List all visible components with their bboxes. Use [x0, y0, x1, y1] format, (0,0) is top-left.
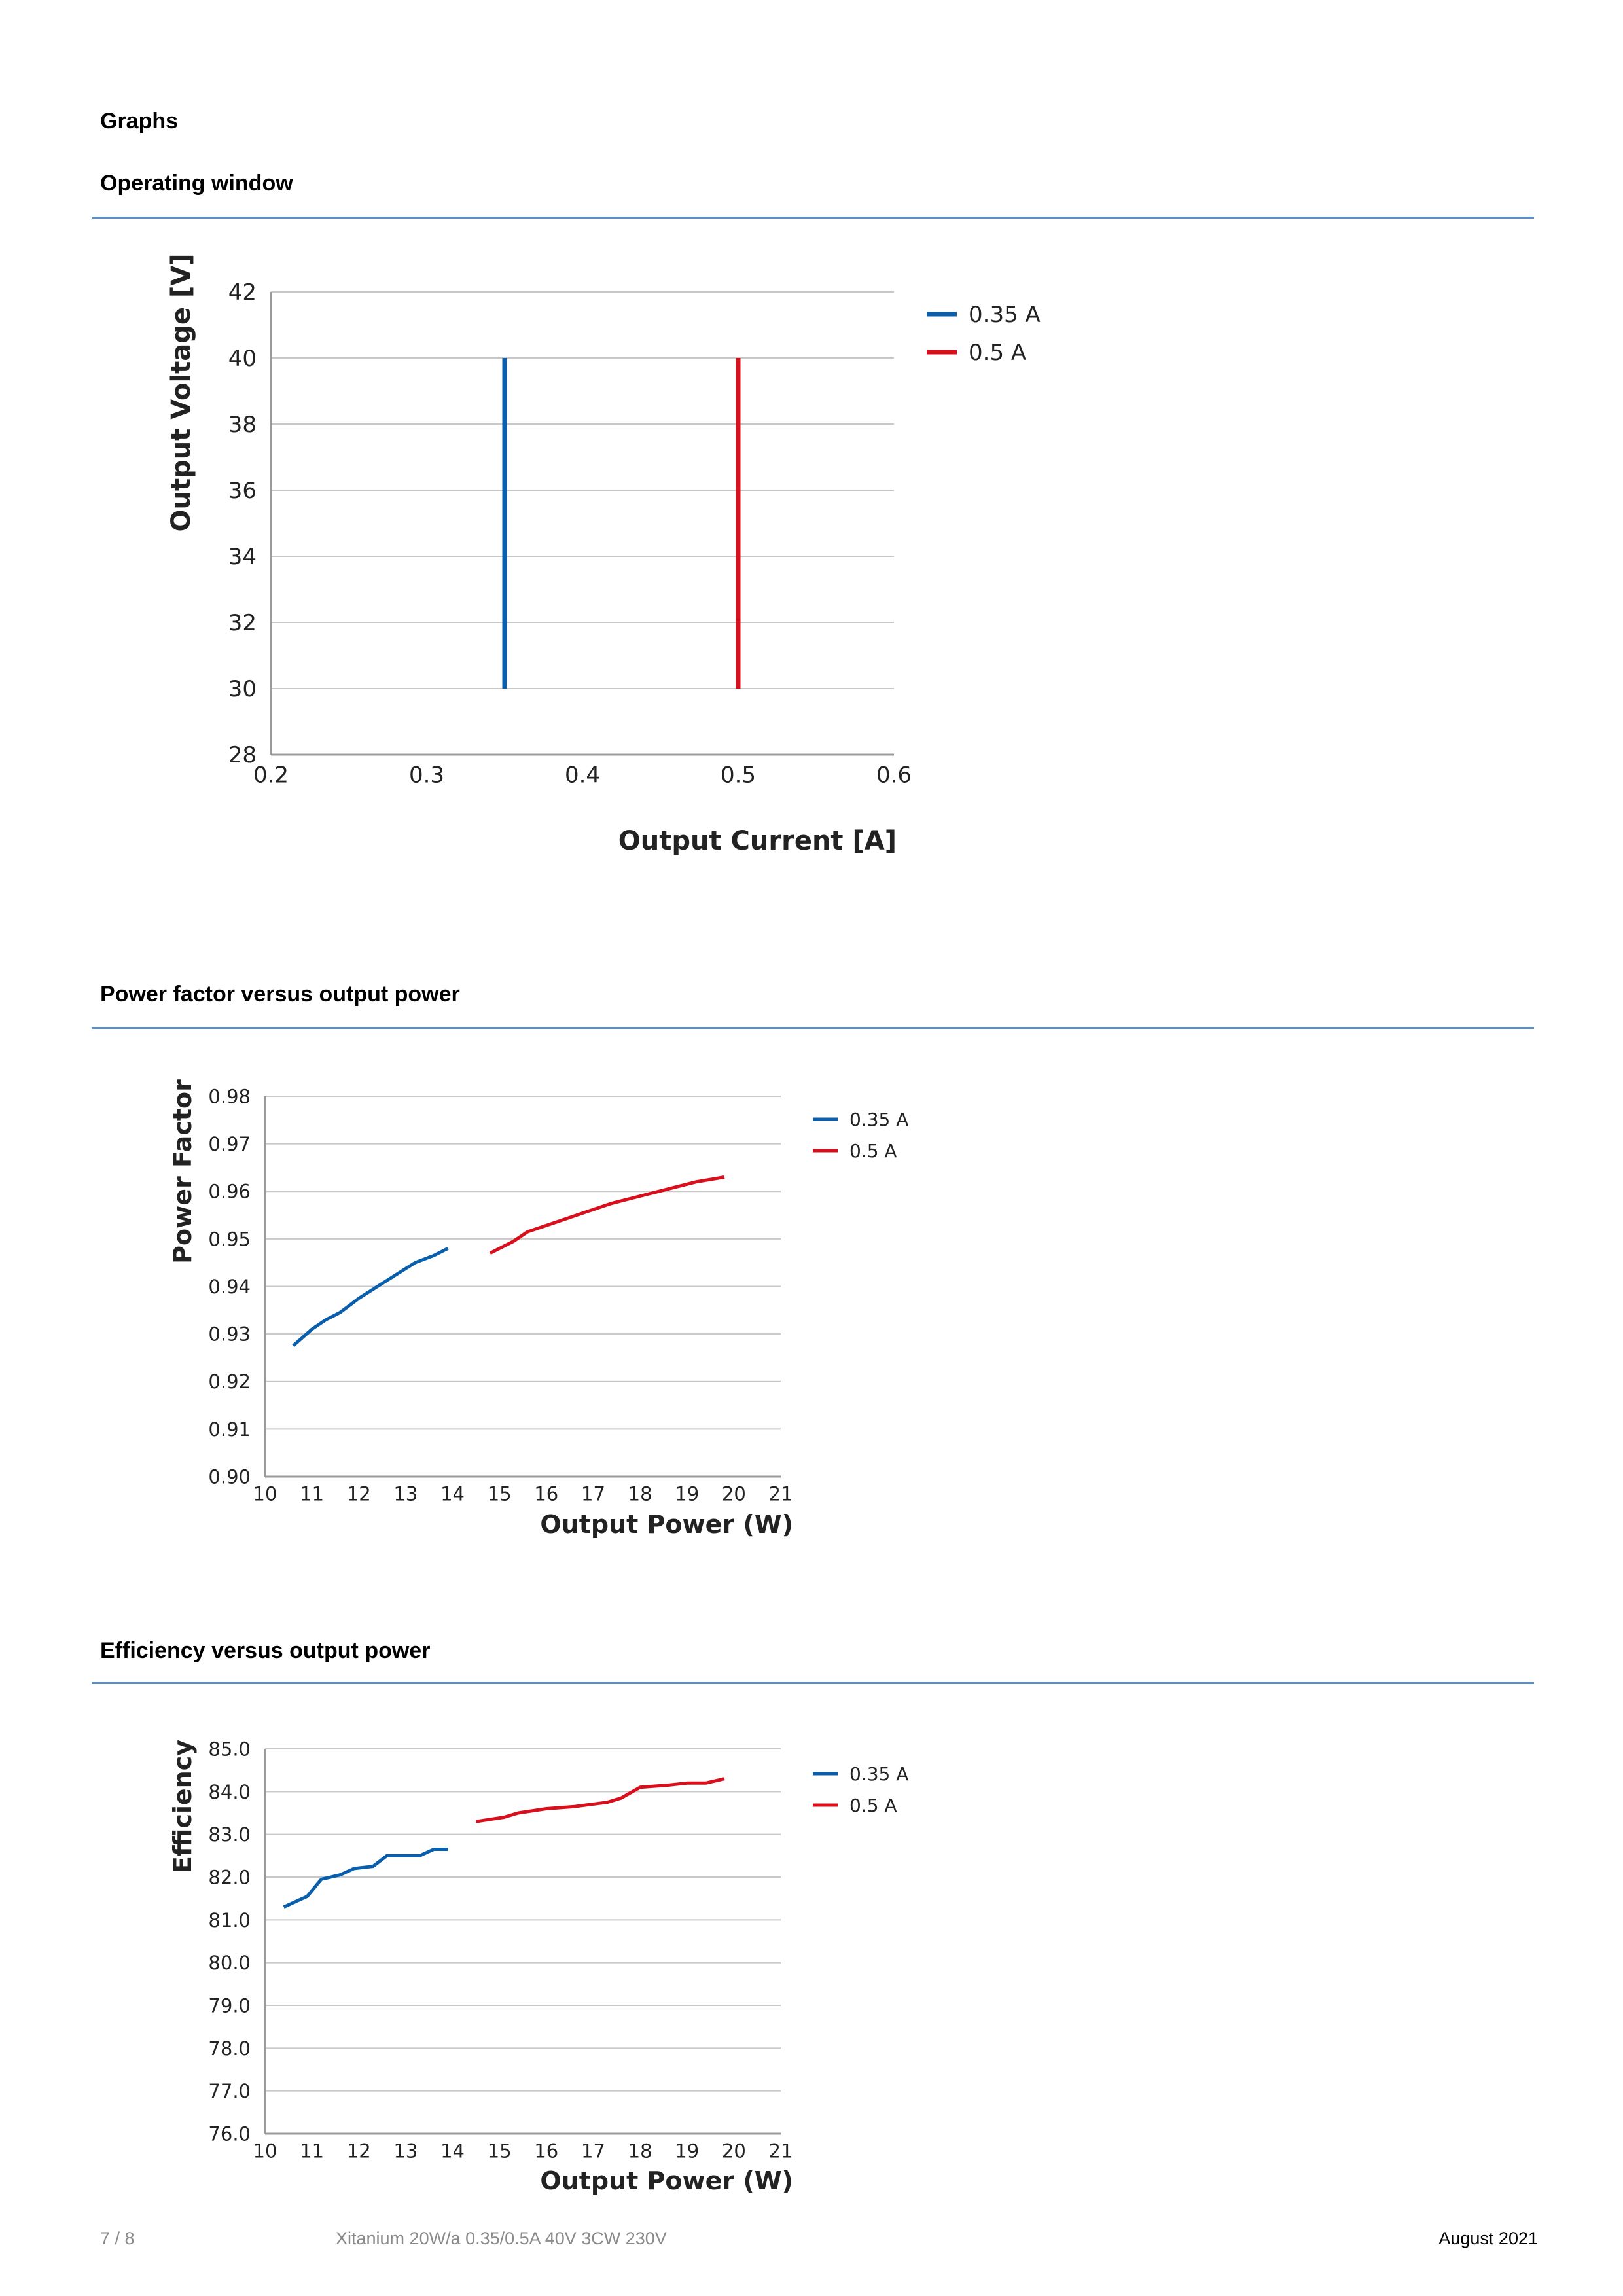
x-tick-label: 0.5 [721, 762, 756, 789]
y-tick-label: 0.93 [208, 1323, 251, 1346]
x-tick-label: 17 [581, 1482, 605, 1505]
x-tick-label: 17 [581, 2140, 605, 2162]
operating-window-chart: 28 30 32 34 36 38 40 42 0.2 0.3 0.4 0.5 0.6 Output Vo… [166, 253, 1041, 856]
y-tick-label: 0.94 [208, 1276, 251, 1298]
y-tick-label: 36 [228, 478, 257, 504]
legend-label: 0.35 A [849, 1763, 908, 1785]
y-axis-title: Output Voltage [V] [166, 253, 196, 531]
x-tick-label: 14 [440, 1482, 465, 1505]
x-tick-label: 16 [534, 1482, 558, 1505]
series-line [283, 1848, 448, 1909]
y-tick-label: 0.96 [208, 1181, 251, 1203]
y-tick-label: 34 [228, 544, 257, 570]
legend-label: 0.5 A [849, 1795, 897, 1816]
y-tick-label: 32 [228, 610, 257, 636]
y-tick-label: 0.95 [208, 1228, 251, 1250]
x-tick-label: 0.2 [253, 762, 289, 789]
section-divider [92, 1027, 1534, 1029]
y-tick-label: 79.0 [208, 1994, 251, 2017]
y-tick-label: 80.0 [208, 1952, 251, 1974]
product-name: Xitanium 20W/a 0.35/0.5A 40V 3CW 230V [336, 2229, 667, 2248]
efficiency-chart: 76.0 77.0 78.0 79.0 80.0 81.0 82.0 83.0 84.0 85.0… [168, 1738, 908, 2195]
y-tick-label: 0.92 [208, 1371, 251, 1393]
section-title-power-factor: Power factor versus output power [100, 982, 460, 1007]
y-tick-label: 28 [228, 742, 257, 768]
section-title-efficiency: Efficiency versus output power [100, 1638, 431, 1663]
y-tick-label: 0.91 [208, 1418, 251, 1441]
x-axis-title: Output Power (W) [540, 2166, 793, 2195]
x-tick-label: 12 [347, 2140, 371, 2162]
x-tick-label: 11 [300, 2140, 324, 2162]
x-tick-label: 14 [440, 2140, 465, 2162]
y-tick-label: 42 [228, 279, 257, 306]
section-title-operating-window: Operating window [100, 171, 293, 196]
y-tick-label: 0.90 [208, 1465, 251, 1488]
y-tick-label: 77.0 [208, 2080, 251, 2102]
x-tick-label: 20 [722, 2140, 746, 2162]
x-tick-label: 18 [628, 2140, 652, 2162]
x-tick-label: 13 [393, 2140, 418, 2162]
x-tick-label: 12 [347, 1482, 371, 1505]
legend-label: 0.5 A [849, 1140, 897, 1162]
x-tick-label: 0.4 [565, 762, 600, 789]
publication-date: August 2021 [1438, 2229, 1538, 2248]
y-tick-label: 40 [228, 346, 257, 372]
y-tick-label: 83.0 [208, 1823, 251, 1846]
y-tick-label: 76.0 [208, 2123, 251, 2145]
x-tick-label: 16 [534, 2140, 558, 2162]
x-tick-label: 20 [722, 1482, 746, 1505]
legend-label: 0.35 A [849, 1109, 908, 1130]
page-number: 7 / 8 [100, 2229, 135, 2248]
y-tick-label: 30 [228, 676, 257, 702]
x-tick-label: 18 [628, 1482, 652, 1505]
series-line [476, 1777, 725, 1823]
x-tick-label: 19 [675, 2140, 699, 2162]
y-axis-title: Efficiency [168, 1740, 197, 1873]
legend-label: 0.35 A [969, 302, 1041, 328]
x-tick-label: 15 [488, 1482, 512, 1505]
page-heading: Graphs [100, 109, 179, 134]
series-line [489, 1175, 725, 1255]
x-tick-label: 15 [488, 2140, 512, 2162]
legend-label: 0.5 A [969, 340, 1026, 366]
y-tick-label: 84.0 [208, 1781, 251, 1803]
x-tick-label: 21 [769, 1482, 793, 1505]
y-tick-label: 0.98 [208, 1085, 251, 1107]
x-tick-label: 13 [393, 1482, 418, 1505]
x-tick-label: 0.3 [409, 762, 444, 789]
section-divider [92, 217, 1534, 219]
power-factor-chart: 0.90 0.91 0.92 0.93 0.94 0.95 0.96 0.97 0.98 10 11… [168, 1079, 908, 1539]
section-divider [92, 1682, 1534, 1684]
y-tick-label: 85.0 [208, 1738, 251, 1760]
x-tick-label: 10 [253, 1482, 277, 1505]
x-tick-label: 10 [253, 2140, 277, 2162]
y-tick-label: 38 [228, 412, 257, 438]
x-tick-label: 19 [675, 1482, 699, 1505]
x-tick-label: 11 [300, 1482, 324, 1505]
y-tick-label: 0.97 [208, 1133, 251, 1155]
y-tick-label: 81.0 [208, 1909, 251, 1931]
x-axis-title: Output Current [A] [618, 826, 897, 856]
x-tick-label: 0.6 [876, 762, 912, 789]
y-tick-label: 78.0 [208, 2037, 251, 2060]
y-tick-label: 82.0 [208, 1866, 251, 1888]
x-axis-title: Output Power (W) [540, 1510, 793, 1539]
x-tick-label: 21 [769, 2140, 793, 2162]
series-line [292, 1247, 449, 1348]
y-axis-title: Power Factor [168, 1079, 197, 1264]
